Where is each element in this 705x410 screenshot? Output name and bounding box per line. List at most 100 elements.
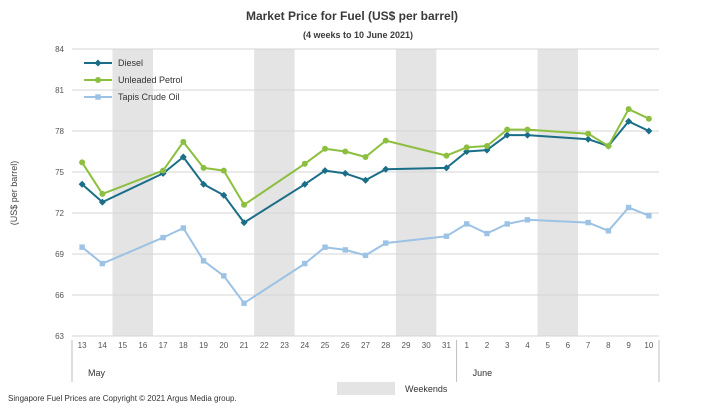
data-point: [160, 234, 166, 241]
month-labels: May June: [71, 340, 660, 382]
data-point: [342, 148, 349, 155]
x-tick-label: 28: [381, 341, 390, 350]
month-label: May: [88, 368, 106, 378]
legend-item: Diesel: [84, 58, 143, 68]
x-tick-label: 3: [505, 341, 510, 350]
data-point: [646, 213, 652, 219]
x-tick-label: 5: [545, 341, 550, 350]
x-tick-label: 1: [464, 341, 469, 350]
data-point: [645, 115, 652, 122]
x-tick-label: 25: [321, 341, 330, 350]
data-point: [220, 191, 228, 199]
legend-marker: [94, 59, 102, 67]
y-axis-label: (US$ per barrel): [9, 161, 19, 226]
x-tick-label: 18: [179, 341, 188, 350]
data-point: [625, 117, 633, 125]
weekend-band: [537, 49, 579, 336]
data-point: [463, 144, 470, 151]
x-tick-label: 4: [525, 341, 530, 350]
x-tick-label: 29: [402, 341, 411, 350]
data-point: [220, 167, 227, 174]
x-tick-label: 30: [422, 341, 431, 350]
series-tapis-crude-oil: [79, 204, 652, 306]
weekend-band: [395, 49, 437, 336]
x-tick-label: 23: [280, 341, 289, 350]
data-point: [302, 260, 308, 267]
y-tick-label: 84: [55, 45, 64, 54]
data-point: [98, 198, 106, 206]
x-tick-label: 20: [219, 341, 228, 350]
legend: Diesel Unleaded Petrol Tapis Crude Oil: [84, 58, 183, 102]
data-point: [503, 131, 511, 139]
data-point: [301, 180, 309, 188]
data-point: [342, 247, 348, 253]
data-point: [200, 164, 207, 171]
data-point: [523, 131, 531, 139]
x-tick-label: 7: [586, 341, 591, 350]
data-point: [78, 180, 86, 188]
weekend-legend-swatch: [337, 382, 395, 395]
x-ticks: 13 14 15 16 17 18 19 20 21 22 23 24 25 26 27 28 29 30 31 1 2…: [78, 341, 654, 350]
x-tick-label: 6: [566, 341, 571, 350]
data-point: [322, 145, 329, 152]
data-point: [200, 258, 207, 264]
data-point: [504, 126, 511, 133]
x-tick-label: 15: [118, 341, 127, 350]
data-point: [160, 167, 167, 174]
data-point: [322, 244, 328, 250]
legend-label: Tapis Crude Oil: [118, 92, 180, 102]
legend-marker: [95, 94, 101, 100]
data-point: [524, 126, 531, 133]
x-tick-label: 26: [341, 341, 350, 350]
x-tick-label: 14: [98, 341, 107, 350]
data-point: [240, 219, 248, 227]
data-point: [605, 143, 612, 150]
data-point: [321, 167, 329, 175]
legend-label: Diesel: [118, 58, 143, 68]
data-point: [382, 165, 390, 173]
legend-item: Unleaded Petrol: [84, 75, 183, 85]
data-point: [625, 106, 632, 113]
series-lines: [78, 106, 653, 306]
y-ticks: 63 66 69 72 75 78 81 84: [55, 45, 64, 341]
data-point: [200, 180, 208, 188]
x-tick-label: 31: [442, 341, 451, 350]
copyright-text: Singapore Fuel Prices are Copyright © 20…: [8, 394, 237, 403]
x-tick-label: 19: [199, 341, 208, 350]
series-unleaded-petrol: [79, 106, 652, 208]
x-tick-label: 21: [240, 341, 249, 350]
data-point: [504, 221, 510, 227]
data-point: [221, 273, 227, 279]
weekend-bands: [112, 49, 579, 336]
data-point: [241, 300, 247, 306]
data-point: [625, 204, 632, 211]
x-tick-label: 8: [606, 341, 611, 350]
data-point: [241, 201, 248, 208]
x-tick-label: 17: [159, 341, 168, 350]
x-tick-label: 13: [78, 341, 87, 350]
weekend-legend-label: Weekends: [405, 384, 448, 394]
data-point: [524, 217, 531, 223]
data-point: [383, 240, 389, 246]
y-tick-label: 75: [55, 168, 64, 177]
data-point: [362, 252, 369, 259]
x-tick-label: 10: [644, 341, 653, 350]
data-point: [341, 169, 349, 177]
y-tick-label: 78: [55, 127, 64, 136]
data-point: [442, 164, 450, 172]
legend-marker: [95, 77, 101, 83]
data-point: [180, 225, 187, 231]
data-point: [443, 152, 450, 159]
data-point: [99, 190, 106, 197]
data-point: [584, 135, 592, 143]
chart-subtitle: (4 weeks to 10 June 2021): [303, 30, 413, 40]
data-point: [362, 176, 369, 184]
data-point: [585, 130, 592, 137]
data-point: [79, 159, 86, 166]
data-point: [464, 221, 470, 227]
data-point: [484, 230, 490, 237]
data-point: [99, 260, 106, 267]
x-tick-label: 24: [300, 341, 309, 350]
x-tick-label: 2: [485, 341, 490, 350]
